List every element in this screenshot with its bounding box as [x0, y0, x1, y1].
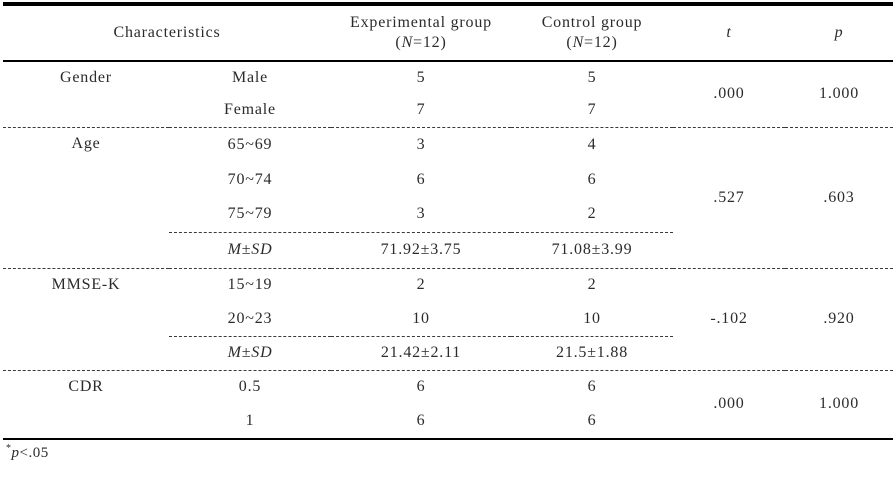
ctrl-value: 2	[511, 267, 674, 302]
row-label: 0.5	[169, 369, 332, 404]
table-header-row: Characteristics Experimental group (N=12)…	[3, 4, 894, 62]
t-value: .000	[713, 85, 745, 103]
row-label-msd: M±SD	[169, 335, 332, 370]
footnote-asterisk: *	[6, 443, 12, 454]
exp-value: 6	[416, 170, 426, 188]
col-header-p: p	[785, 4, 894, 62]
ctrl-value: 5	[587, 69, 597, 86]
table-row-cdr-1: CDR 0.5 6 6 .000 1.000	[3, 369, 894, 439]
p-value: 1.000	[785, 369, 894, 439]
exp-value: 6	[331, 369, 512, 404]
row-label: 65~69	[169, 126, 332, 162]
footnote: *p<.05	[6, 443, 896, 462]
ctrl-value: 21.5±1.88	[511, 335, 674, 370]
p-value: .920	[785, 267, 894, 370]
row-label: 1	[245, 412, 255, 429]
row-label: 75~79	[227, 205, 273, 223]
p-value: .603	[785, 126, 894, 268]
section-label-cdr: CDR	[3, 369, 169, 439]
ctrl-value: 71.08±3.99	[511, 231, 674, 268]
control-n: (N=12)	[566, 34, 618, 51]
row-label: Female	[224, 101, 276, 119]
t-value: -.102	[673, 267, 786, 370]
ctrl-value: 6	[587, 170, 597, 188]
exp-value: 3	[416, 205, 426, 223]
ctrl-value: 4	[511, 126, 674, 162]
row-label: Male	[231, 69, 269, 86]
exp-value: 21.42±2.11	[331, 335, 512, 370]
table-row-gender-male: Gender Male 5 5 .000 1.000	[3, 61, 893, 102]
table-row-cdr-2: 1 6 6	[3, 404, 893, 439]
row-label: 15~19	[169, 267, 332, 302]
footnote-threshold: <.05	[19, 445, 49, 461]
col-header-control-group: Control group (N=12)	[511, 4, 674, 62]
row-label: 70~74	[227, 170, 273, 188]
ctrl-value: 2	[587, 205, 597, 223]
table-row-age-msd: M±SD 71.92±3.75 71.08±3.99	[3, 231, 893, 268]
experimental-n: (N=12)	[395, 34, 447, 51]
section-label-age: Age	[3, 126, 169, 268]
table-row-gender-female: Female 7 7	[3, 94, 893, 127]
exp-value: 5	[416, 69, 426, 86]
section-label-mmse-k: MMSE-K	[3, 267, 169, 370]
ctrl-value: 6	[511, 369, 674, 404]
p-value: 1.000	[819, 85, 860, 103]
table-row-mmse-2: 20~23 10 10	[3, 302, 893, 336]
table-row-mmse-msd: M±SD 21.42±2.11 21.5±1.88	[3, 335, 893, 370]
characteristics-table: Characteristics Experimental group (N=12)…	[3, 2, 894, 440]
table-row-age-3: 75~79 3 2	[3, 197, 893, 232]
exp-value: 6	[416, 412, 426, 429]
row-label-msd: M±SD	[169, 231, 332, 268]
experimental-group-label: Experimental group (N=12)	[350, 14, 492, 51]
col-header-characteristics: Characteristics	[3, 4, 332, 62]
exp-value: 71.92±3.75	[331, 231, 512, 268]
exp-value: 10	[412, 309, 430, 327]
col-header-t: t	[673, 4, 786, 62]
table-row-mmse-1: MMSE-K 15~19 2 2 -.102 .920	[3, 267, 894, 370]
exp-value: 2	[331, 267, 512, 302]
col-header-experimental-group: Experimental group (N=12)	[331, 4, 512, 62]
control-group-label: Control group (N=12)	[541, 14, 643, 51]
section-label-gender: Gender	[60, 69, 112, 86]
ctrl-value: 10	[583, 309, 601, 327]
footnote-p: p	[11, 445, 20, 461]
ctrl-value: 7	[587, 101, 597, 119]
table-row-age-2: 70~74 6 6	[3, 162, 893, 197]
t-value: .000	[673, 369, 786, 439]
t-value: .527	[673, 126, 786, 268]
ctrl-value: 6	[587, 412, 597, 429]
exp-value: 3	[331, 126, 512, 162]
table-row-age-1: Age 65~69 3 4 .527 .603	[3, 126, 894, 268]
row-label: 20~23	[227, 309, 273, 327]
exp-value: 7	[416, 101, 426, 119]
